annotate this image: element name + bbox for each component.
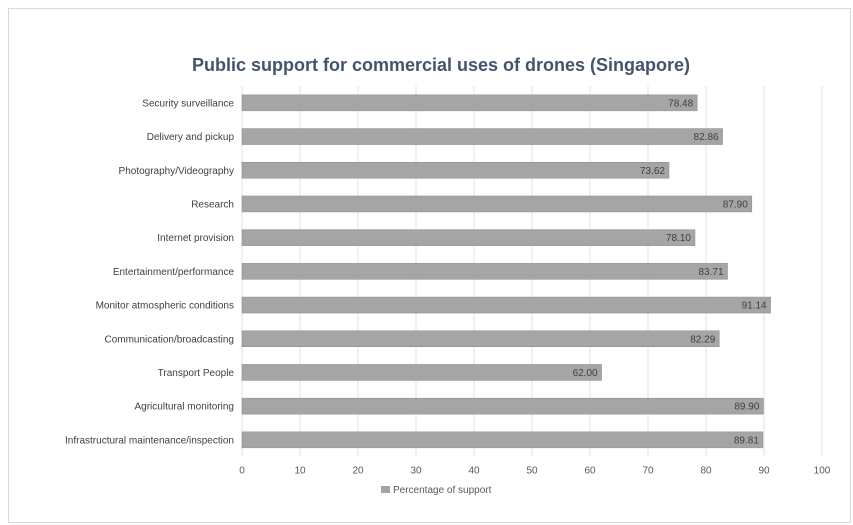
category-label: Communication/broadcasting: [104, 334, 234, 345]
bars-layer: 78.48 82.86 73.62 87.90 78.10 83.71 91.14 82.29…: [241, 94, 771, 449]
data-label: 82.29: [690, 334, 715, 345]
category-label: Research: [191, 199, 234, 210]
category-label: Infrastructural maintenance/inspection: [65, 435, 234, 446]
x-tick-label: 100: [814, 466, 831, 477]
category-label: Monitor atmospheric conditions: [96, 301, 234, 312]
x-tick-label: 80: [700, 466, 712, 477]
x-tick-label: 40: [468, 466, 480, 477]
x-tick-label: 50: [526, 466, 538, 477]
x-tick-label: 30: [410, 466, 422, 477]
category-label: Agricultural monitoring: [135, 402, 235, 413]
category-label: Security surveillance: [142, 98, 234, 109]
data-label: 73.62: [640, 166, 665, 177]
x-tick-label: 60: [584, 466, 596, 477]
x-tick-label: 70: [642, 466, 654, 477]
data-label: 62.00: [573, 368, 598, 379]
legend: Percentage of support: [381, 485, 492, 496]
bar: [241, 397, 764, 415]
x-axis-ticks: 0 10 20 30 40 50 60 70 80 90 100: [239, 466, 831, 477]
category-labels: Security surveillance Delivery and pickup…: [65, 98, 234, 446]
data-label: 78.48: [668, 98, 693, 109]
x-tick-label: 20: [352, 466, 364, 477]
category-label: Transport People: [158, 368, 235, 379]
bar: [241, 431, 764, 449]
x-tick-label: 90: [758, 466, 770, 477]
data-label: 89.81: [734, 435, 759, 446]
data-label: 83.71: [698, 267, 723, 278]
data-label: 89.90: [734, 402, 759, 413]
bar: [241, 330, 720, 347]
bar: [241, 162, 670, 179]
chart-frame: Public support for commercial uses of dr…: [8, 8, 851, 523]
bar: [241, 364, 602, 381]
category-label: Internet provision: [157, 233, 234, 244]
bar: [241, 94, 698, 112]
legend-label: Percentage of support: [393, 485, 492, 496]
bar: [241, 263, 728, 280]
data-label: 87.90: [723, 199, 748, 210]
bar: [241, 195, 753, 213]
bar-chart: Public support for commercial uses of dr…: [65, 55, 831, 496]
bar: [241, 296, 771, 314]
data-label: 91.14: [742, 301, 767, 312]
x-tick-label: 0: [239, 466, 245, 477]
category-label: Entertainment/performance: [113, 267, 235, 278]
data-label: 78.10: [666, 233, 691, 244]
legend-swatch: [381, 486, 390, 493]
x-tick-label: 10: [294, 466, 306, 477]
category-label: Photography/Videography: [119, 166, 234, 177]
bar: [241, 128, 723, 145]
chart-title: Public support for commercial uses of dr…: [192, 55, 690, 75]
data-label: 82.86: [694, 132, 719, 143]
bar: [241, 229, 696, 246]
category-label: Delivery and pickup: [147, 132, 235, 143]
